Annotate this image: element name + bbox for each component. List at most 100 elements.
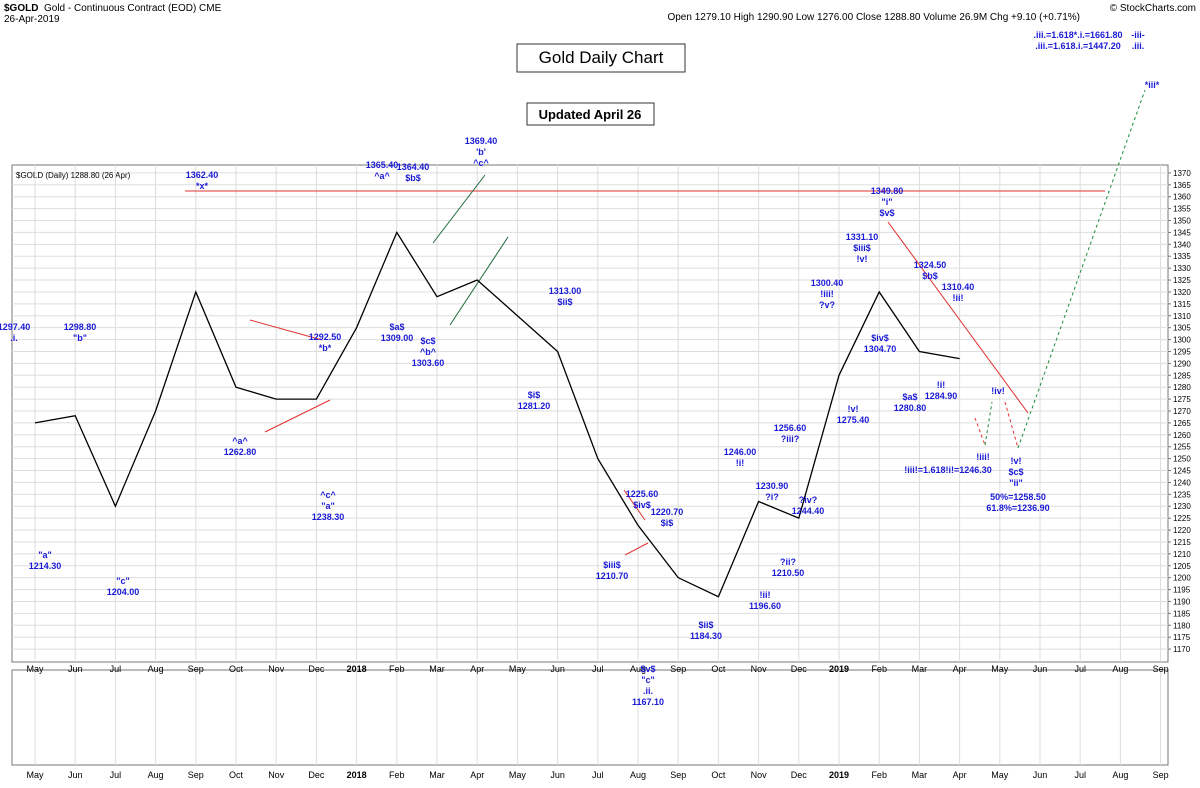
y-tick-label: 1310 (1173, 312, 1191, 321)
wave-label-line: $i$ (528, 390, 541, 400)
x-tick-label: Jun (550, 770, 565, 780)
wave-label: ^c^ "a" 1238.30 (312, 490, 345, 522)
wave-label-line: !iii!=1.618!i!=1246.30 (904, 465, 992, 475)
wave-label: !i! 1284.90 (925, 380, 958, 401)
wave-label: $iii$ 1210.70 (596, 560, 629, 581)
wave-label: 1300.40 !iii! ?v? (811, 278, 844, 310)
wave-label-line: 1167.10 (632, 697, 664, 707)
wave-label-line: 1281.20 (518, 401, 551, 411)
wave-label-line: 1214.30 (29, 561, 62, 571)
wave-label: !iii! (976, 452, 990, 462)
wave-label: ?iv? 1244.40 (792, 495, 825, 516)
wave-label-line: $b$ (922, 271, 938, 281)
wave-label-line: "a" (321, 501, 335, 511)
wave-label-line: .iii. (1132, 41, 1145, 51)
x-tick-label: May (991, 664, 1009, 674)
wave-label-line: 1369.40 (465, 136, 498, 146)
wave-label-line: ^b^ (420, 347, 437, 357)
wave-label-line: *iii* (1145, 80, 1160, 90)
wave-label: 1310.40 !ii! (942, 282, 975, 303)
x-tick-label: Sep (1153, 770, 1169, 780)
x-tick-label: Aug (630, 664, 646, 674)
x-tick-label: Jun (68, 770, 83, 780)
x-tick-label: May (509, 770, 527, 780)
wave-label: 1349.80 "i" $v$ (871, 186, 904, 218)
chart-subtitle: Updated April 26 (539, 107, 642, 122)
wave-label-line: 50%=1258.50 (990, 492, 1046, 502)
legend-entry: $GOLD (Daily) 1288.80 (26 Apr) (16, 171, 131, 180)
wave-label-line: "ii" (1009, 478, 1023, 488)
wave-label: 1225.60 $iv$ (626, 489, 659, 510)
wave-label-line: 1184.30 (690, 631, 722, 641)
y-tick-label: 1175 (1173, 633, 1191, 642)
wave-label-line: *x* (196, 181, 209, 191)
quote: Open 1279.10 High 1290.90 Low 1276.00 Cl… (667, 12, 1080, 23)
wave-label-line: "b" (73, 333, 87, 343)
wave-label-line: ^a^ (232, 436, 248, 446)
x-tick-label: Apr (470, 664, 484, 674)
wave-label-line: 1300.40 (811, 278, 844, 288)
wave-label-line: $iii$ (853, 243, 871, 253)
x-tick-label: Feb (389, 664, 405, 674)
wave-label: 1313.00 $ii$ (549, 286, 582, 307)
x-tick-label: Jul (592, 770, 604, 780)
wave-label-line: 1309.00 (381, 333, 414, 343)
wave-label-line: 1280.80 (894, 403, 927, 413)
y-tick-label: 1300 (1173, 336, 1191, 345)
wave-label: "c" 1204.00 (107, 576, 140, 597)
wave-label-line: 1220.70 (651, 507, 684, 517)
wave-label: 1298.80 "b" (64, 322, 97, 343)
wave-label-line: !ii! (760, 590, 771, 600)
x-tick-label: Jul (110, 664, 122, 674)
wave-label-line: !ii! (953, 293, 964, 303)
wave-label-line: .i. (10, 333, 18, 343)
y-tick-label: 1255 (1173, 443, 1191, 452)
wave-label-line: $iv$ (871, 333, 889, 343)
wave-label: $i$ 1281.20 (518, 390, 551, 411)
y-tick-label: 1240 (1173, 478, 1191, 487)
wave-label: 1364.40 $b$ (397, 162, 430, 183)
trendline (249, 319, 323, 341)
y-tick-label: 1270 (1173, 407, 1191, 416)
x-tick-label: Oct (229, 664, 244, 674)
x-tick-label: Mar (429, 770, 445, 780)
x-tick-label: 2019 (829, 770, 849, 780)
x-tick-label: Nov (751, 664, 768, 674)
x-tick-label: Apr (953, 664, 967, 674)
wave-label-line: "a" (38, 550, 52, 560)
plot-frame (11, 164, 1169, 663)
wave-label-line: 61.8%=1236.90 (986, 503, 1049, 513)
y-tick-label: 1170 (1173, 645, 1191, 654)
wave-label-line: $ii$ (698, 620, 713, 630)
wave-label-line: 1256.60 (774, 423, 807, 433)
wave-label: 1362.40 *x* (186, 170, 219, 191)
x-tick-label: Sep (1153, 664, 1169, 674)
wave-label-line: 1298.80 (64, 322, 97, 332)
wave-label-line: 1297.40 (0, 322, 30, 332)
wave-label: 1230.90 ?i? (756, 481, 789, 502)
wave-label-line: 1362.40 (186, 170, 219, 180)
x-tick-label: Oct (229, 770, 244, 780)
projection (984, 401, 993, 446)
y-tick-label: 1295 (1173, 347, 1191, 356)
y-tick-label: 1215 (1173, 538, 1191, 547)
wave-label: $v$ "c" .ii. 1167.10 (632, 664, 664, 707)
wave-label-line: $iii$ (603, 560, 621, 570)
credit: © StockCharts.com (1110, 3, 1196, 14)
wave-label-line: 1365.40 (366, 160, 399, 170)
y-tick-label: 1325 (1173, 276, 1191, 285)
y-tick-label: 1355 (1173, 205, 1191, 214)
wave-label: "a" 1214.30 (29, 550, 62, 571)
x-tick-label: Dec (308, 664, 325, 674)
wave-label-line: .iii.=1.618.i.=1447.20 (1035, 41, 1121, 51)
y-tick-label: 1180 (1173, 621, 1191, 630)
projection (1004, 401, 1019, 449)
wave-label: .iii.=1.618*.i.=1661.80 .iii.=1.618.i.=14… (1033, 30, 1122, 51)
wave-label-line: .ii. (643, 686, 653, 696)
x-tick-label: Jun (1033, 770, 1048, 780)
wave-label-line: $b$ (405, 173, 421, 183)
wave-label-line: 1313.00 (549, 286, 582, 296)
wave-label-line: $iv$ (633, 500, 651, 510)
trendline (264, 399, 331, 433)
